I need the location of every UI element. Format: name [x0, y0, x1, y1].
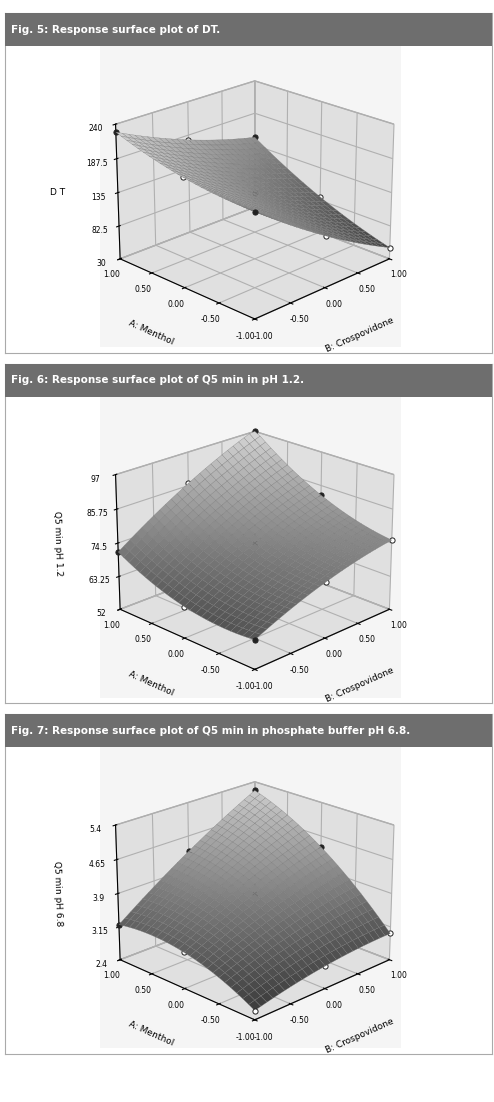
Y-axis label: A: Menthol: A: Menthol — [127, 1020, 175, 1048]
Y-axis label: A: Menthol: A: Menthol — [127, 320, 175, 347]
X-axis label: B: Crospovidone: B: Crospovidone — [324, 1016, 395, 1055]
X-axis label: B: Crospovidone: B: Crospovidone — [324, 315, 395, 354]
Text: Fig. 7: Response surface plot of Q5 min in phosphate buffer pH 6.8.: Fig. 7: Response surface plot of Q5 min … — [11, 725, 410, 736]
Text: Fig. 5: Response surface plot of DT.: Fig. 5: Response surface plot of DT. — [11, 24, 220, 35]
Text: Fig. 6: Response surface plot of Q5 min in pH 1.2.: Fig. 6: Response surface plot of Q5 min … — [11, 375, 304, 386]
X-axis label: B: Crospovidone: B: Crospovidone — [324, 666, 395, 704]
Y-axis label: A: Menthol: A: Menthol — [127, 670, 175, 698]
